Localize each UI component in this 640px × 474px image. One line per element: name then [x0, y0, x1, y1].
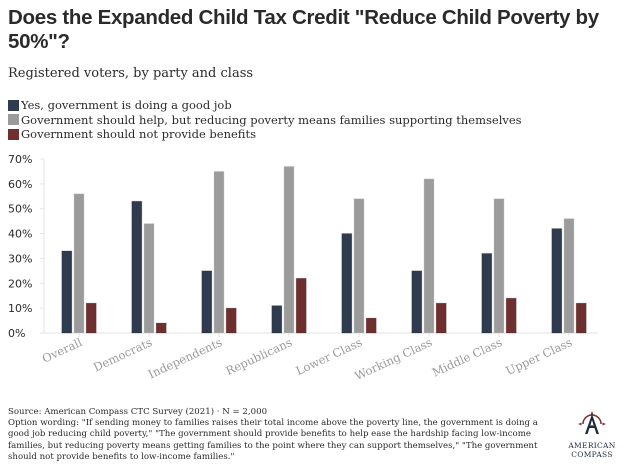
bar-chart: 0% 10% 20% 30% 40% 50% 60% 70% Overall Democrats… — [8, 153, 598, 383]
y-tick-label: 60% — [8, 178, 32, 191]
legend-swatch-good-job — [8, 99, 19, 111]
legend-item-no-benefits: Government should not provide benefits — [8, 127, 522, 142]
chart-title: Does the Expanded Child Tax Credit "Redu… — [8, 6, 599, 53]
bar — [155, 322, 167, 334]
chart-subtitle: Registered voters, by party and class — [8, 66, 254, 81]
legend-item-should-help: Government should help, but reducing pov… — [8, 113, 522, 128]
logo-text-compass: COMPASS — [571, 450, 613, 459]
y-tick-label: 50% — [8, 203, 32, 216]
bar — [73, 193, 85, 334]
bar — [505, 297, 517, 334]
bar — [225, 307, 237, 334]
y-tick-label: 20% — [8, 277, 32, 290]
bar — [283, 166, 295, 334]
y-tick-label: 0% — [8, 327, 25, 340]
y-tick-label: 70% — [8, 153, 32, 166]
bar — [201, 270, 213, 334]
bar — [365, 317, 377, 334]
legend-label-should-help: Government should help, but reducing pov… — [21, 112, 522, 127]
bar — [131, 200, 143, 334]
x-tick-label: Republicans — [223, 335, 294, 378]
bar — [563, 218, 575, 334]
source-note: Source: American Compass CTC Survey (202… — [8, 407, 268, 417]
bar — [341, 233, 353, 334]
x-tick-label: Independents — [146, 335, 224, 381]
american-compass-logo: AMERICAN COMPASS — [562, 410, 622, 459]
legend-swatch-no-benefits — [8, 128, 19, 140]
bar — [61, 250, 73, 334]
bar — [481, 253, 493, 334]
bars — [61, 166, 587, 334]
y-tick-label: 40% — [8, 228, 32, 241]
legend-label-no-benefits: Government should not provide benefits — [21, 127, 257, 141]
bar — [435, 302, 447, 334]
legend-swatch-should-help — [8, 114, 19, 126]
legend-label-good-job: Yes, government is doing a good job — [21, 98, 232, 112]
bar — [411, 270, 423, 334]
x-tick-label: Overall — [40, 335, 85, 366]
bar — [143, 223, 155, 334]
x-tick-label: Working Class — [353, 335, 435, 383]
x-tick-label: Upper Class — [504, 335, 575, 378]
bar — [493, 198, 505, 334]
legend: Yes, government is doing a good job Gove… — [8, 98, 522, 142]
bar — [423, 178, 435, 334]
legend-item-good-job: Yes, government is doing a good job — [8, 98, 522, 113]
bar — [575, 302, 587, 334]
option-wording-note: Option wording: "If sending money to fam… — [8, 418, 538, 462]
y-tick-label: 30% — [8, 252, 32, 265]
bar — [551, 228, 563, 334]
bar — [271, 305, 283, 334]
bar — [85, 302, 97, 334]
bar — [213, 171, 225, 334]
bar — [295, 277, 307, 334]
y-tick-label: 10% — [8, 302, 32, 315]
compass-logo-icon — [578, 411, 606, 434]
x-tick-label: Middle Class — [430, 335, 504, 380]
bar — [353, 198, 365, 334]
footer: Source: American Compass CTC Survey (202… — [8, 407, 553, 463]
logo-text-american: AMERICAN — [568, 441, 616, 450]
